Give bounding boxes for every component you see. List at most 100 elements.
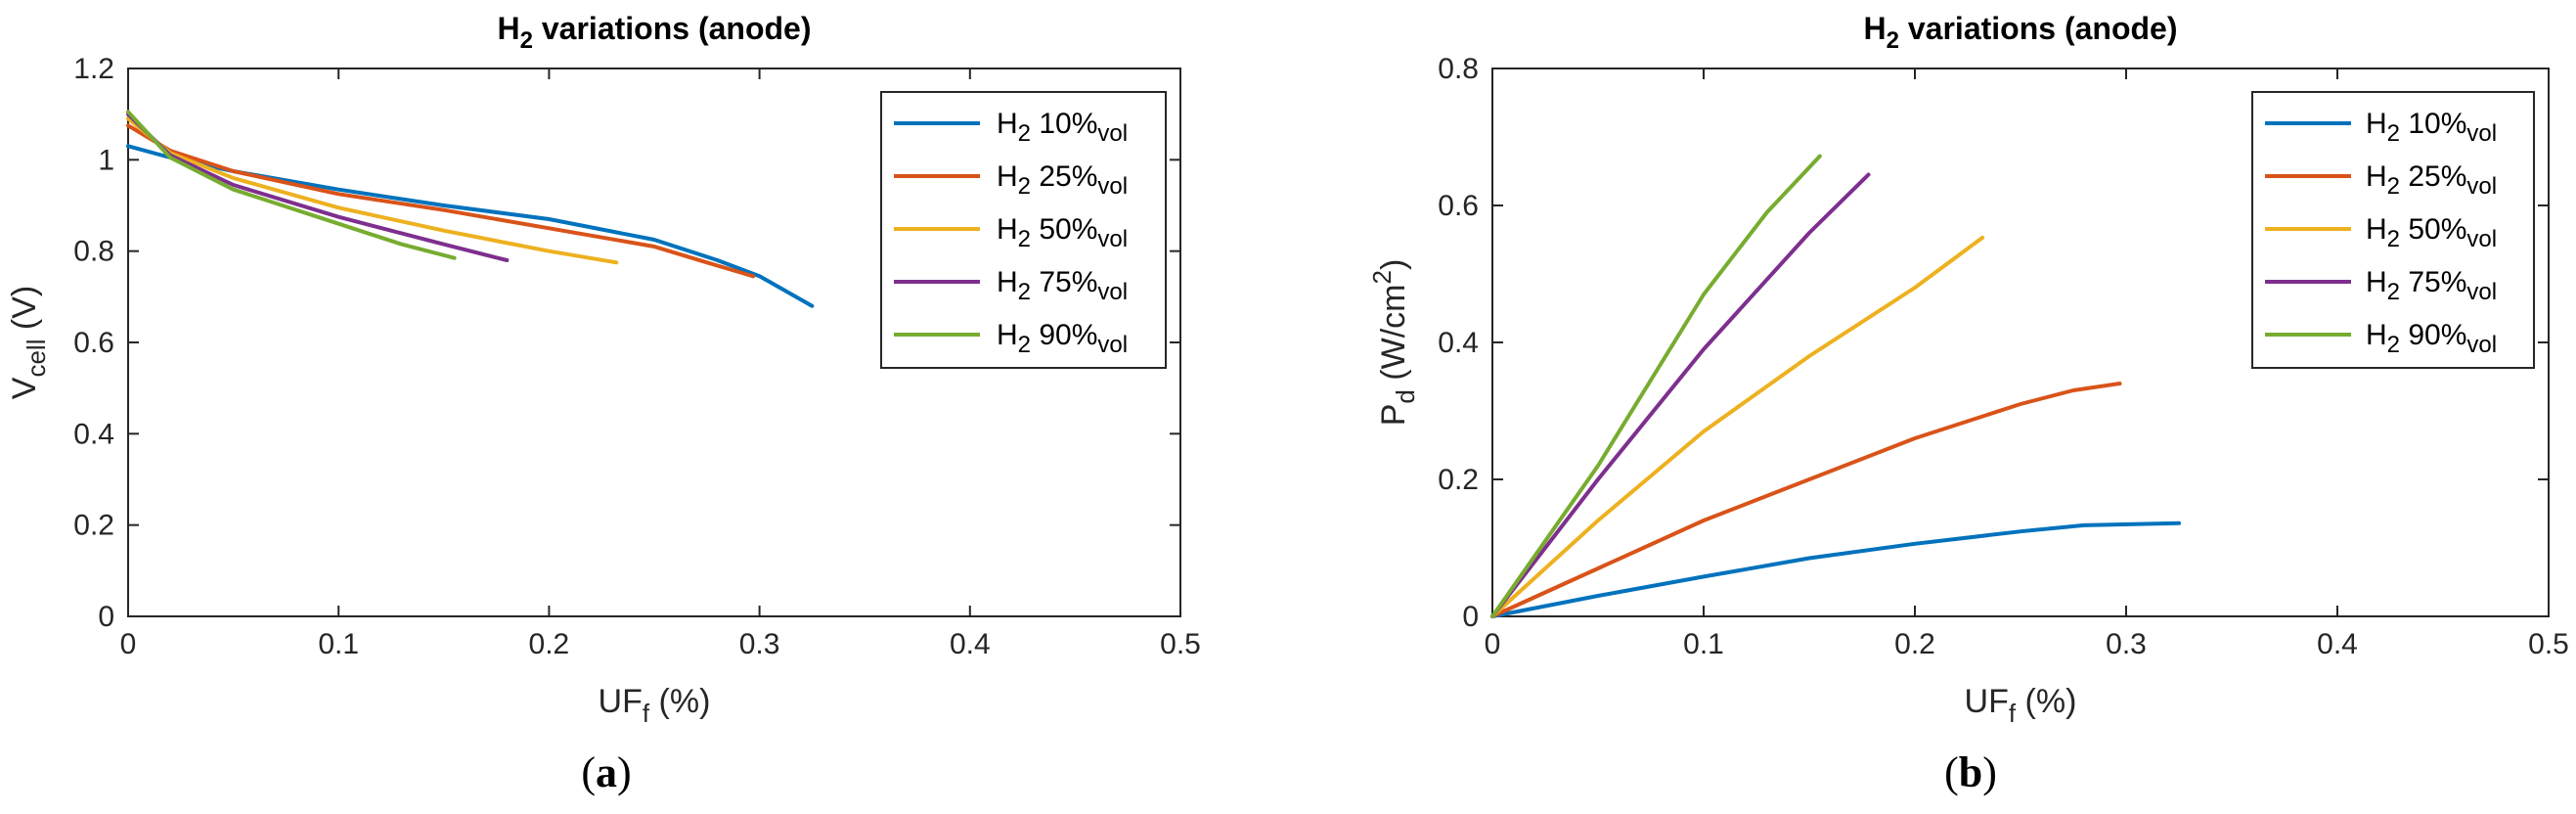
legend-entry-a-0-pre: H <box>997 108 1018 140</box>
y-tick-label-b: 0.2 <box>1438 464 1479 496</box>
legend-entry-b-3-sub1: 2 <box>2387 279 2400 305</box>
legend-entry-a-2-pre: H <box>997 213 1018 246</box>
y-axis-label-a: Vcell (V) <box>6 286 51 399</box>
legend-entry-a-2-sub2: vol <box>1097 226 1128 252</box>
series-line-b-4 <box>1490 154 1822 618</box>
legend-entry-b-1: H2 25%vol <box>2366 160 2497 200</box>
legend-entry-b-2-pre: H <box>2366 213 2387 246</box>
legend-entry-b-1-pre: H <box>2366 160 2387 193</box>
x-axis-label-a-sub: f <box>643 699 650 728</box>
chart-b: 0 0.1 0.2 0.3 0.4 0.5 00.20.40.60.8 H2 variat… <box>1367 11 2569 796</box>
chart-title-a-main: H <box>498 11 520 46</box>
legend-entry-a-4-mid: 90% <box>1031 319 1097 351</box>
legend-entry-a-3-pre: H <box>997 266 1018 298</box>
x-tick-label-b: 0.5 <box>2528 628 2569 660</box>
legend-entry-b-4: H2 90%vol <box>2366 319 2497 358</box>
x-tick-labels-b: 0 0.1 0.2 0.3 0.4 0.5 <box>1485 628 2569 660</box>
x-tick-label-a: 0.1 <box>318 628 359 660</box>
legend-entry-a-2-sub1: 2 <box>1018 226 1031 252</box>
x-axis-label-a-main: UF <box>599 683 643 720</box>
series-line-a-1 <box>126 123 756 279</box>
chart-title-b-sub: 2 <box>1887 27 1899 54</box>
legend-entry-b-4-sub1: 2 <box>2387 332 2400 358</box>
series-line-b-3 <box>1490 172 1871 618</box>
legend-entry-a-4: H2 90%vol <box>997 319 1128 358</box>
legend-entry-a-1-sub2: vol <box>1097 173 1128 200</box>
legend-entry-a-1: H2 25%vol <box>997 160 1128 200</box>
y-axis-label-a-main: V <box>6 377 43 399</box>
legend-entry-b-0-pre: H <box>2366 108 2387 140</box>
legend-entry-a-4-sub2: vol <box>1097 332 1128 358</box>
series-line-b-0 <box>1490 520 2181 618</box>
x-axis-label-b: UFf (%) <box>1965 683 2077 728</box>
legend-entry-b-4-pre: H <box>2366 319 2387 351</box>
legend-entry-b-0-mid: 10% <box>2400 108 2466 140</box>
legend-entry-b-1-sub2: vol <box>2466 173 2497 200</box>
panel-label-a: (a) <box>581 748 631 796</box>
legend-entry-b-2: H2 50%vol <box>2366 213 2497 252</box>
chart-title-a-rest: variations (anode) <box>533 11 812 46</box>
x-tick-label-a: 0.2 <box>529 628 570 660</box>
chart-title-b-rest: variations (anode) <box>1899 11 2178 46</box>
series-line-b-2 <box>1490 235 1985 618</box>
panel-label-b-letter: b <box>1959 748 1982 796</box>
legend-entry-a-3-mid: 75% <box>1031 266 1097 298</box>
chart-title-a: H2 variations (anode) <box>498 11 812 54</box>
y-axis-label-b-sub: d <box>1391 389 1420 403</box>
legend-entry-b-3-mid: 75% <box>2400 266 2466 298</box>
y-tick-label-b: 0 <box>1462 601 1479 633</box>
legend-entry-a-1-mid: 25% <box>1031 160 1097 193</box>
legend-entry-b-2-sub1: 2 <box>2387 226 2400 252</box>
legend-entry-b-1-mid: 25% <box>2400 160 2466 193</box>
y-axis-label-b-rest: (W/cm <box>1375 285 1412 390</box>
y-tick-label-a: 0.2 <box>73 510 114 542</box>
legend-entry-b-2-sub2: vol <box>2466 226 2497 252</box>
x-axis-label-b-sub: f <box>2009 699 2017 728</box>
chart-title-b-main: H <box>1864 11 1887 46</box>
x-tick-label-b: 0.1 <box>1683 628 1724 660</box>
legend-entry-a-2: H2 50%vol <box>997 213 1128 252</box>
legend-entry-a-3-sub1: 2 <box>1018 279 1031 305</box>
legend-entry-b-4-mid: 90% <box>2400 319 2466 351</box>
legend-entry-b-3-pre: H <box>2366 266 2387 298</box>
legend-a: H2 10%vol H2 25%vol H2 50%vol H2 75%vol … <box>880 91 1167 369</box>
x-tick-label-b: 0.3 <box>2106 628 2147 660</box>
panel-label-b-close: ) <box>1982 748 1997 796</box>
legend-entry-b-3-sub2: vol <box>2466 279 2497 305</box>
legend-entry-b-3: H2 75%vol <box>2366 266 2497 305</box>
y-tick-label-a: 0.4 <box>73 418 114 450</box>
tick-marks-a <box>127 68 1181 617</box>
legend-entry-b-0: H2 10%vol <box>2366 108 2497 147</box>
legend-entry-b-1-sub1: 2 <box>2387 173 2400 200</box>
chart-a: 0 0.1 0.2 0.3 0.4 0.5 00.20.40.60.811.2 H2 va… <box>6 11 1201 796</box>
y-tick-label-b: 0.8 <box>1438 53 1479 85</box>
y-tick-label-b: 0.6 <box>1438 190 1479 222</box>
panel-label-a-letter: a <box>596 748 617 796</box>
legend-entry-a-0-mid: 10% <box>1031 108 1097 140</box>
y-axis-label-b-main: P <box>1375 404 1412 427</box>
y-axis-label-a-rest: (V) <box>6 286 43 339</box>
panel-label-b: (b) <box>1944 748 1997 796</box>
y-tick-label-a: 0 <box>98 601 114 633</box>
legend-entry-b-0-sub2: vol <box>2466 120 2497 147</box>
panel-label-b-open: ( <box>1944 748 1959 796</box>
x-axis-label-a-rest: (%) <box>649 683 710 720</box>
y-axis-label-b-end: ) <box>1375 259 1412 270</box>
legend-entry-a-1-pre: H <box>997 160 1018 193</box>
x-axis-label-b-rest: (%) <box>2016 683 2076 720</box>
legend-swatches-b <box>2265 121 2351 337</box>
y-axis-label-b: Pd (W/cm2) <box>1367 259 1420 427</box>
legend-swatches-a <box>894 121 980 337</box>
legend-entry-a-0: H2 10%vol <box>997 108 1128 147</box>
y-tick-label-a: 1.2 <box>73 53 114 85</box>
x-tick-label-a: 0 <box>120 628 137 660</box>
x-tick-labels-a: 0 0.1 0.2 0.3 0.4 0.5 <box>120 628 1201 660</box>
legend-b: H2 10%vol H2 25%vol H2 50%vol H2 75%vol … <box>2251 91 2535 369</box>
y-tick-label-a: 0.6 <box>73 327 114 359</box>
x-tick-label-a: 0.3 <box>739 628 780 660</box>
legend-entry-a-0-sub1: 2 <box>1018 120 1031 147</box>
legend-entry-a-0-sub2: vol <box>1097 120 1128 147</box>
legend-entry-a-1-sub1: 2 <box>1018 173 1031 200</box>
legend-entry-a-3: H2 75%vol <box>997 266 1128 305</box>
x-tick-label-b: 0 <box>1485 628 1501 660</box>
